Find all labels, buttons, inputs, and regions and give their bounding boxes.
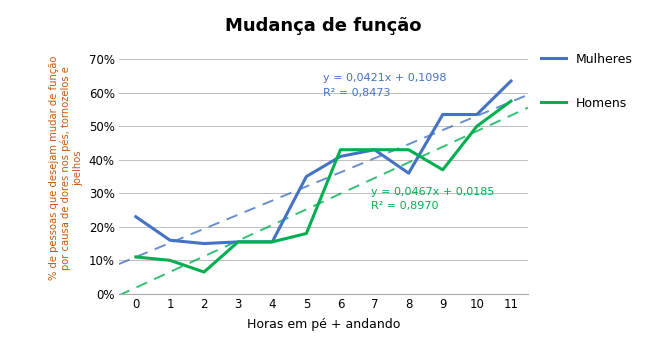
Homens xyxy=(268,240,276,244)
Homens xyxy=(507,99,515,103)
Mulheres xyxy=(439,113,447,117)
Homens xyxy=(132,255,140,259)
Mulheres xyxy=(268,240,276,244)
Mulheres xyxy=(200,241,208,246)
Homens xyxy=(234,240,242,244)
Homens xyxy=(370,148,378,152)
Line: Homens: Homens xyxy=(136,101,511,272)
Homens xyxy=(405,148,412,152)
Legend: Mulheres, Homens: Mulheres, Homens xyxy=(536,47,638,115)
Homens xyxy=(200,270,208,274)
Text: R² = 0,8473: R² = 0,8473 xyxy=(323,88,391,98)
Text: y = 0,0421x + 0,1098: y = 0,0421x + 0,1098 xyxy=(323,73,447,83)
Mulheres xyxy=(302,175,310,179)
Homens xyxy=(473,124,480,129)
Mulheres xyxy=(337,154,345,159)
Homens xyxy=(337,148,345,152)
Homens xyxy=(166,258,174,262)
Mulheres xyxy=(405,171,412,175)
Mulheres xyxy=(370,148,378,152)
Mulheres xyxy=(132,215,140,219)
Text: R² = 0,8970: R² = 0,8970 xyxy=(371,201,439,211)
Line: Mulheres: Mulheres xyxy=(136,81,511,244)
Y-axis label: % de pessoas que desejam mudar de função
por causa de dores nos pés, tornozelos : % de pessoas que desejam mudar de função… xyxy=(50,56,83,280)
Mulheres xyxy=(234,240,242,244)
Homens xyxy=(302,232,310,236)
Title: Mudança de função: Mudança de função xyxy=(225,17,422,35)
Mulheres xyxy=(166,238,174,242)
X-axis label: Horas em pé + andando: Horas em pé + andando xyxy=(247,318,400,331)
Homens xyxy=(439,168,447,172)
Mulheres xyxy=(507,79,515,83)
Text: y = 0,0467x + 0,0185: y = 0,0467x + 0,0185 xyxy=(371,187,494,196)
Mulheres xyxy=(473,113,480,117)
